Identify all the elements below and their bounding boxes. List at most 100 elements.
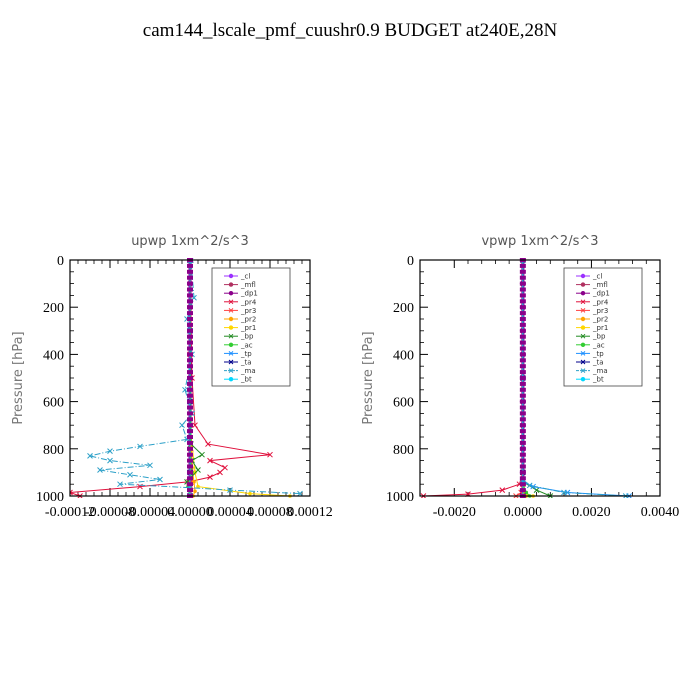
y-tick-label: 400 [43,348,64,363]
legend-label: _pr1 [592,324,608,332]
series-marker-dp1-level [519,275,526,280]
legend-label: _pr2 [592,316,608,324]
series-marker-ma [182,386,188,393]
legend-label: _dp1 [592,290,610,298]
series-marker-dp1-level [519,311,526,316]
series-marker-dp1-level [519,429,526,434]
plot-frame [419,259,661,497]
legend-marker [228,359,234,365]
series-marker-dp1-level [519,488,526,493]
legend-label: _ta [240,359,252,367]
series-line-bp [522,260,551,497]
y-tick-label: 0 [407,254,414,269]
x-tick-label: 0.00012 [287,505,333,520]
legend-label: _tp [592,350,604,358]
series-marker-dp1-level [187,346,193,351]
legend-marker [228,316,234,322]
series-marker-dp1-level [519,393,526,398]
series-marker-pr4 [70,489,73,496]
series-marker-dp1-level [519,387,526,392]
legend-marker [228,333,234,339]
legend-label: _mfl [240,281,256,289]
x-tick-label: -0.00008 [85,505,135,520]
y-tick-label: 1000 [36,490,64,505]
series-marker-pr4 [222,464,228,471]
x-tick-label: 0.0020 [572,505,611,520]
series-marker-dp1-level [519,334,526,339]
series-marker-dp1-level [519,452,526,457]
series-marker-dp1-level [519,435,526,439]
legend-marker [580,351,586,356]
legend-marker [580,282,586,287]
series-marker-dp1-level [187,399,193,404]
series-marker-dp1-level [519,376,526,380]
series-marker-ma [107,448,113,455]
y-tick-label: 200 [393,301,414,316]
series-marker-dp1-level [519,423,526,428]
x-tick-label: -0.00012 [45,505,95,520]
series-marker-dp1-level [519,417,526,422]
legend-label: _mfl [592,281,608,289]
series-marker-dp1-level [187,423,193,428]
legend-marker [228,377,234,382]
series-marker-ma [117,481,123,488]
series-line-pr4 [423,260,524,497]
legend-marker [580,291,586,296]
series-marker-dp1-level [187,446,193,451]
series-marker-dp1-level [187,381,193,386]
series-marker-dp1-level [187,417,193,422]
legend-box [563,267,643,387]
legend-marker [580,368,586,373]
series-marker-pr4 [205,441,211,447]
series-marker-ma [107,457,113,464]
series-marker-ma [526,482,533,489]
series-marker-ma [137,443,143,450]
series-marker-ma [561,489,567,496]
x-tick-label: 0.0040 [641,505,680,520]
legend-label: _ac [592,341,605,349]
legend-label: _dp1 [240,290,258,298]
series-marker-pr4 [207,457,213,464]
series-marker-dp1-level [187,482,193,487]
y-axis-label: Pressure [hPa] [361,331,376,424]
legend-label: _ta [592,359,604,367]
y-tick-label: 400 [393,348,414,363]
series-marker-ma [157,476,163,483]
series-marker-dp1-level [187,328,193,333]
legend-marker [580,299,586,305]
series-marker-dp1-level [187,440,193,445]
series-marker-dp1-level [519,458,526,463]
series-marker-dp1-level [187,376,193,380]
series-marker-pr4 [499,487,506,493]
series-marker-ma [127,471,133,478]
series-marker-dp1-level [187,464,193,469]
series-marker-dp1-level [187,435,193,439]
legend-label: _pr3 [240,307,256,315]
legend-marker [580,359,586,365]
y-tick-label: 800 [43,443,64,458]
series-marker-dp1-level [519,411,526,416]
x-tick-label: -0.0020 [433,505,476,520]
y-tick-label: 0 [57,254,64,269]
series-marker-dp1-level [187,364,193,369]
series-marker-dp1-level [187,470,193,475]
legend-label: _bp [592,333,606,341]
series-marker-pr1 [196,484,200,489]
series-marker-dp1-level [519,358,526,363]
series-marker-dp1-level [187,358,193,363]
legend-marker [228,273,234,279]
legend-marker [580,325,586,330]
series-marker-dp1-level [519,364,526,369]
chart-panel-2: vpwp 1xm^2/s^3 Pressure [hPa] 0 200 400 600 80… [361,234,679,520]
series-marker-dp1-level [519,346,526,351]
chart-title: upwp 1xm^2/s^3 [131,234,249,249]
series-marker-dp1-level [187,334,193,339]
legend: _cl_mfl_dp1_pr4_pr3_pr2_pr1_bp_ac_tp_ta_… [563,267,643,387]
chart-panel-1: upwp 1xm^2/s^3 Pressure [hPa] 0 200 400 600 80… [11,234,333,520]
series-marker-dp1-level [187,411,193,416]
legend-label: _cl [240,273,250,281]
series-marker-ma [147,462,153,469]
legend-marker [228,291,234,296]
series-marker-dp1-level [187,340,193,345]
y-tick-label: 800 [393,443,414,458]
